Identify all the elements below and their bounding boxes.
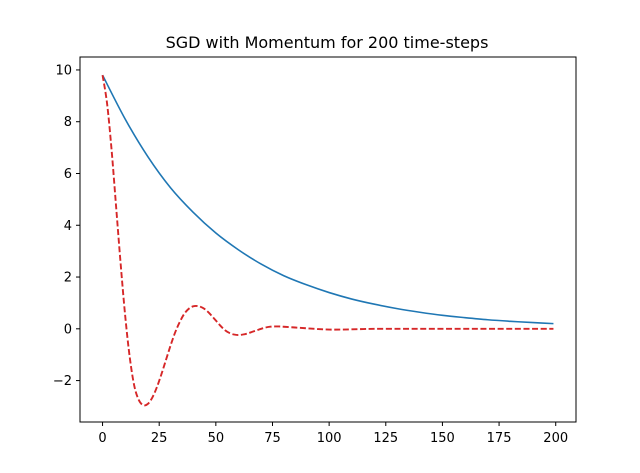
x-tick-label: 50	[208, 431, 225, 446]
x-tick-label: 0	[98, 431, 106, 446]
y-tick-label: 4	[64, 219, 72, 234]
x-tick-label: 175	[487, 431, 512, 446]
x-tick-label: 100	[317, 431, 342, 446]
y-tick-label: 10	[55, 63, 72, 78]
series-line-baseline	[101, 74, 554, 325]
y-tick-label: 8	[64, 115, 72, 130]
y-tick-label: 0	[64, 322, 72, 337]
plot-area	[101, 74, 554, 407]
y-tick-label: 2	[64, 271, 72, 286]
x-tick-label: 25	[151, 431, 168, 446]
chart-title: SGD with Momentum for 200 time-steps	[166, 33, 489, 52]
axes-frame	[79, 56, 577, 423]
x-tick-label: 75	[264, 431, 281, 446]
y-tick-label: −2	[53, 374, 72, 389]
x-tick-label: 200	[543, 431, 568, 446]
y-tick-label: 6	[64, 167, 72, 182]
series-line-momentum	[101, 74, 554, 407]
x-tick-label: 125	[373, 431, 398, 446]
x-axis: 0 25 50 75 100 125 150 175 200	[98, 422, 568, 446]
x-tick-label: 150	[430, 431, 455, 446]
y-axis: −2 0 2 4 6 8 10	[53, 63, 80, 389]
